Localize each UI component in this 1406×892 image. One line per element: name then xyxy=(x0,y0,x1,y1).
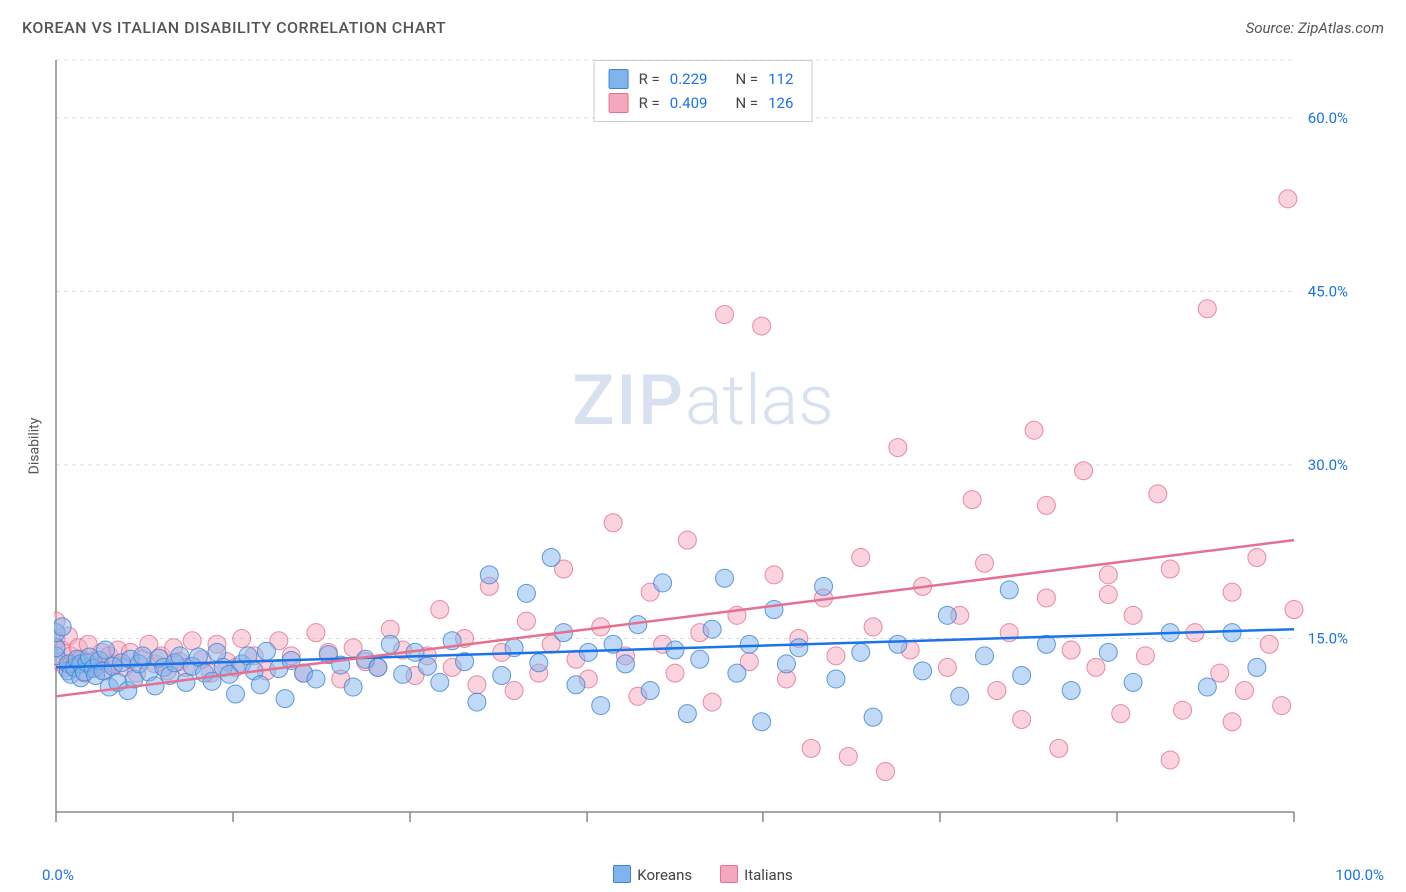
legend-label-italians: Italians xyxy=(744,866,793,884)
source-label: Source: ZipAtlas.com xyxy=(1246,19,1384,37)
stats-row-italians: R = 0.409 N = 126 xyxy=(609,91,794,115)
swatch-koreans xyxy=(613,865,631,883)
svg-text:15.0%: 15.0% xyxy=(1308,629,1348,647)
x-axis-max-label: 100.0% xyxy=(1335,866,1384,884)
legend-label-koreans: Koreans xyxy=(637,866,692,884)
r-label: R = xyxy=(639,67,660,91)
r-label: R = xyxy=(639,91,660,115)
y-axis-label: Disability xyxy=(26,418,42,475)
svg-text:45.0%: 45.0% xyxy=(1308,282,1348,300)
swatch-koreans xyxy=(609,69,629,89)
n-value-koreans: 112 xyxy=(768,67,793,91)
r-value-koreans: 0.229 xyxy=(670,67,708,91)
legend-item-italians: Italians xyxy=(720,865,793,884)
svg-text:60.0%: 60.0% xyxy=(1308,109,1348,127)
n-value-italians: 126 xyxy=(768,91,793,115)
title-bar: KOREAN VS ITALIAN DISABILITY CORRELATION… xyxy=(22,18,1384,37)
stats-row-koreans: R = 0.229 N = 112 xyxy=(609,67,794,91)
svg-text:30.0%: 30.0% xyxy=(1308,456,1348,474)
swatch-italians xyxy=(720,865,738,883)
n-label: N = xyxy=(735,91,758,115)
r-value-italians: 0.409 xyxy=(670,91,708,115)
swatch-italians xyxy=(609,93,629,113)
chart-title: KOREAN VS ITALIAN DISABILITY CORRELATION… xyxy=(22,18,446,37)
legend-item-koreans: Koreans xyxy=(613,865,692,884)
x-axis-min-label: 0.0% xyxy=(42,866,74,884)
bottom-legend: Koreans Italians xyxy=(0,865,1406,884)
n-label: N = xyxy=(735,67,758,91)
scatter-plot: 15.0% 30.0% 45.0% 60.0% xyxy=(54,52,1354,842)
stats-legend-box: R = 0.229 N = 112 R = 0.409 N = 126 xyxy=(594,60,813,122)
